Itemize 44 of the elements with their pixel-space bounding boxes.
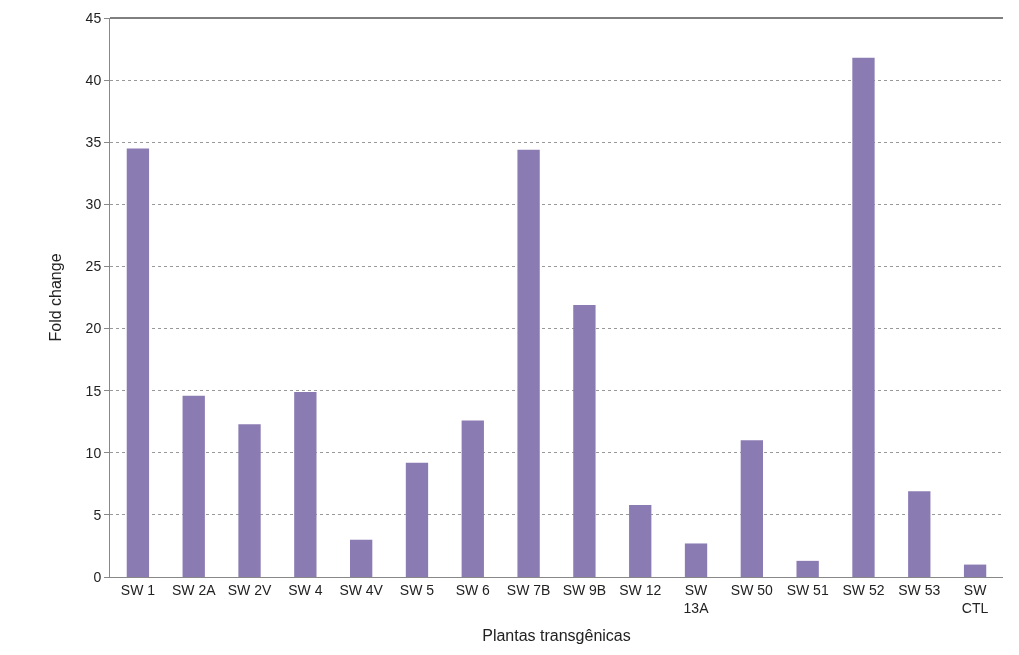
bar — [182, 395, 205, 577]
bar — [796, 560, 819, 577]
bar — [294, 391, 317, 577]
x-tick-label: SW 2A — [171, 581, 217, 598]
y-tick-label: 35 — [85, 134, 102, 151]
x-tick-label: SW 4 — [288, 581, 323, 598]
bar — [126, 148, 150, 577]
y-tick-label: 40 — [85, 72, 102, 89]
x-tick-label: SW 53 — [898, 581, 941, 598]
bar — [517, 149, 540, 577]
x-tick-label: SW 5 — [399, 581, 435, 598]
x-tick-label: SW 50 — [730, 581, 774, 598]
y-tick-label: 20 — [85, 320, 102, 337]
y-tick-label: 30 — [85, 196, 102, 213]
y-tick-label: 25 — [85, 258, 102, 275]
x-tick-label: SW 13A — [683, 581, 710, 616]
bar — [238, 424, 261, 577]
x-tick-label: SW 4V — [339, 581, 384, 598]
bar — [740, 440, 764, 577]
x-tick-label: SW 7B — [506, 581, 551, 598]
x-tick-label: SW 6 — [455, 581, 491, 598]
x-tick-label: SW CTL — [961, 581, 989, 616]
x-axis-title: Plantas transgênicas — [482, 626, 631, 644]
y-tick-label: 10 — [85, 444, 102, 461]
y-tick-label: 5 — [93, 506, 102, 523]
bar — [461, 420, 484, 577]
x-tick-label: SW 9B — [562, 581, 607, 598]
bar — [405, 462, 429, 577]
y-tick-label: 0 — [93, 568, 102, 585]
bar — [684, 543, 708, 577]
x-tick-label: SW 52 — [842, 581, 885, 598]
bar — [349, 539, 373, 577]
bar — [852, 57, 875, 577]
bar — [573, 304, 596, 577]
y-axis-title: Fold change — [46, 253, 64, 342]
bar — [629, 504, 652, 577]
bar — [963, 564, 987, 577]
y-tick-label: 45 — [85, 9, 102, 26]
x-tick-label: SW 1 — [120, 581, 156, 598]
bar — [908, 491, 931, 577]
x-tick-label: SW 51 — [786, 581, 829, 598]
y-tick-label: 15 — [85, 382, 102, 399]
x-tick-label: SW 12 — [619, 581, 662, 598]
x-tick-label: SW 2V — [227, 581, 272, 598]
